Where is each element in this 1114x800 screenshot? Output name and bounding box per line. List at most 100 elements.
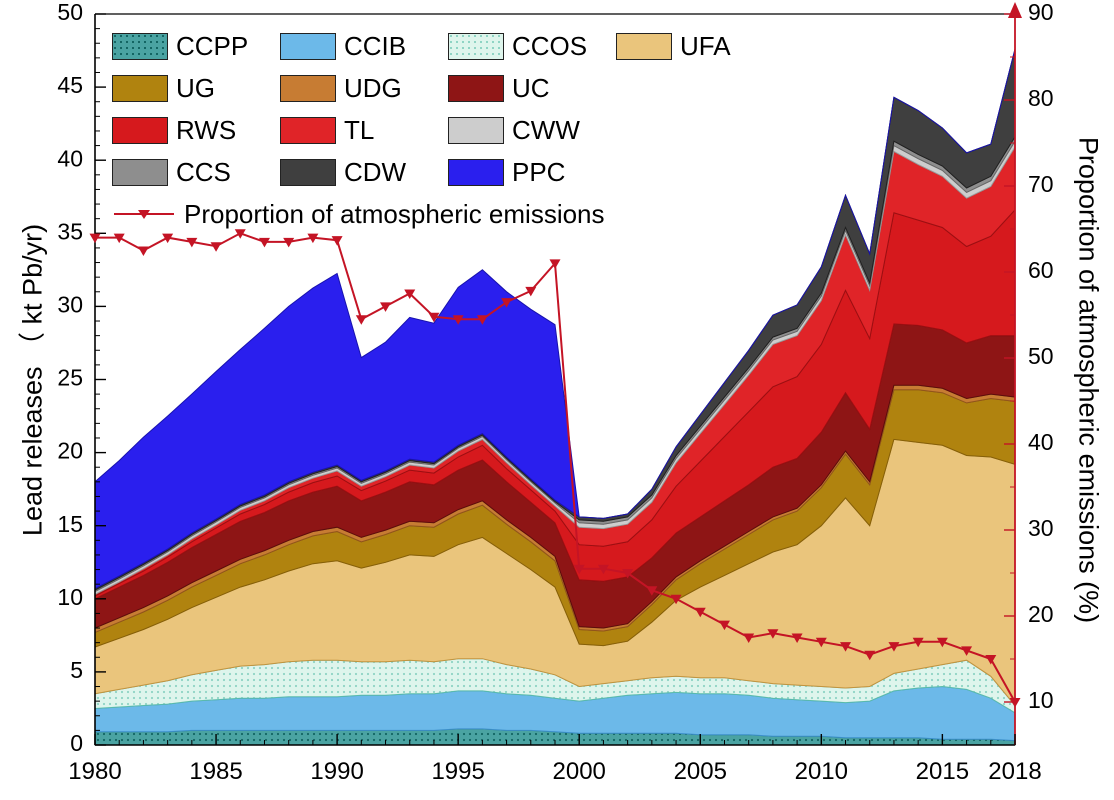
x-tick-label: 2005 xyxy=(674,758,727,785)
legend-label: UC xyxy=(512,72,550,103)
triangle-marker-icon xyxy=(597,564,609,575)
triangle-marker-icon xyxy=(961,646,973,656)
triangle-marker-icon xyxy=(162,233,174,244)
triangle-marker-icon xyxy=(767,629,779,639)
triangle-marker-icon xyxy=(525,286,537,297)
left-tick-label: 5 xyxy=(70,657,83,683)
legend-swatch-icon xyxy=(448,158,504,186)
legend-label: RWS xyxy=(176,114,237,145)
legend-item-ccs: CCS xyxy=(112,157,280,188)
left-tick-label: 40 xyxy=(57,145,83,171)
triangle-marker-icon xyxy=(89,233,101,244)
legend-swatch-icon xyxy=(112,74,168,102)
triangle-marker-icon xyxy=(646,586,658,596)
legend-row: UG UDG UC xyxy=(112,68,731,108)
triangle-marker-icon xyxy=(815,637,827,648)
right-axis-title: Proportion of atmospheric emissions (%) xyxy=(1073,136,1104,624)
x-tick-label: 2000 xyxy=(553,758,606,785)
legend-item-tl: TL xyxy=(280,115,448,146)
legend-swatch-icon xyxy=(616,32,672,60)
legend-item-ufa: UFA xyxy=(616,31,731,62)
left-tick-label: 45 xyxy=(57,72,83,98)
triangle-marker-icon xyxy=(234,229,246,239)
legend-item-rws: RWS xyxy=(112,115,280,146)
triangle-marker-icon xyxy=(186,237,198,248)
right-tick-label: 80 xyxy=(1028,85,1054,111)
legend-row-line: Proportion of atmospheric emissions xyxy=(112,194,731,234)
triangle-marker-icon xyxy=(331,236,343,246)
x-tick-label: 1985 xyxy=(189,758,242,785)
legend-item-ug: UG xyxy=(112,73,280,104)
line-marker-sample-icon xyxy=(114,210,174,219)
area-PPC xyxy=(94,48,1016,590)
triangle-marker-icon xyxy=(743,633,755,643)
right-axis-arrow-icon xyxy=(1008,2,1022,18)
left-tick-label: 25 xyxy=(57,365,83,391)
x-tick-label: 1990 xyxy=(310,758,363,785)
legend-item-udg: UDG xyxy=(280,73,448,104)
triangle-marker-icon xyxy=(670,594,682,605)
right-tick-label: 10 xyxy=(1028,687,1054,713)
left-tick-label: 20 xyxy=(57,438,83,464)
right-tick-label: 70 xyxy=(1028,171,1054,197)
triangle-marker-icon xyxy=(840,642,852,652)
legend-label: CCOS xyxy=(512,30,588,61)
triangle-marker-icon xyxy=(694,607,706,618)
right-tick-label: 30 xyxy=(1028,515,1054,541)
x-tick-label: 2015 xyxy=(916,758,969,785)
legend-swatch-icon xyxy=(448,32,504,60)
legend-swatch-icon xyxy=(112,32,168,60)
legend-item-proportion-line: Proportion of atmospheric emissions xyxy=(112,199,605,230)
x-tick-label: 2010 xyxy=(795,758,848,785)
legend-label: UFA xyxy=(680,30,731,61)
x-tick-label: 1995 xyxy=(431,758,484,785)
left-tick-label: 50 xyxy=(57,0,83,25)
right-tick-label: 60 xyxy=(1028,257,1054,283)
triangle-marker-icon xyxy=(476,315,488,325)
legend-item-cww: CWW xyxy=(448,115,580,146)
left-tick-label: 35 xyxy=(57,218,83,244)
triangle-marker-icon xyxy=(1009,698,1021,708)
legend-swatch-icon xyxy=(448,74,504,102)
legend-swatch-icon xyxy=(448,116,504,144)
triangle-marker-icon xyxy=(888,642,900,652)
triangle-marker-icon xyxy=(791,633,803,643)
legend-swatch-icon xyxy=(112,158,168,186)
triangle-marker-icon xyxy=(404,289,416,299)
right-tick-label: 40 xyxy=(1028,429,1054,455)
right-tick-label: 20 xyxy=(1028,601,1054,627)
legend-label: CCPP xyxy=(176,30,249,61)
legend-label: UG xyxy=(176,72,215,103)
legend-label: PPC xyxy=(512,156,566,187)
legend-label: CCS xyxy=(176,156,231,187)
legend-swatch-icon xyxy=(112,116,168,144)
triangle-marker-icon xyxy=(936,637,948,648)
legend-label: TL xyxy=(344,114,375,145)
legend-item-ccos: CCOS xyxy=(448,31,616,62)
legend-row: CCS CDW PPC xyxy=(112,152,731,192)
left-axis-title: Lead releases （ kt Pb/yr) xyxy=(17,223,48,537)
triangle-marker-icon xyxy=(428,312,440,323)
triangle-marker-icon xyxy=(355,315,367,325)
triangle-marker-icon xyxy=(452,315,464,325)
right-tick-label: 50 xyxy=(1028,343,1054,369)
triangle-marker-icon xyxy=(864,650,876,661)
legend-item-uc: UC xyxy=(448,73,550,104)
triangle-marker-icon xyxy=(622,569,634,579)
legend-item-ccpp: CCPP xyxy=(112,31,280,62)
legend-swatch-icon xyxy=(280,158,336,186)
right-tick-label: 90 xyxy=(1028,0,1054,25)
legend-swatch-icon xyxy=(280,32,336,60)
triangle-marker-icon xyxy=(573,564,585,575)
legend-item-ccib: CCIB xyxy=(280,31,448,62)
triangle-marker-icon xyxy=(501,298,513,308)
triangle-marker-icon xyxy=(113,233,125,244)
legend-swatch-icon xyxy=(280,116,336,144)
triangle-marker-icon xyxy=(985,655,997,665)
legend-item-cdw: CDW xyxy=(280,157,448,188)
legend-label: CDW xyxy=(344,156,407,187)
legend: CCPP CCIB CCOS UFA UG UDG UC RWS TL CWW CCS CDW PPC P… xyxy=(112,26,731,236)
triangle-marker-icon xyxy=(258,237,270,248)
legend-row: RWS TL CWW xyxy=(112,110,731,150)
left-tick-label: 15 xyxy=(57,511,83,537)
